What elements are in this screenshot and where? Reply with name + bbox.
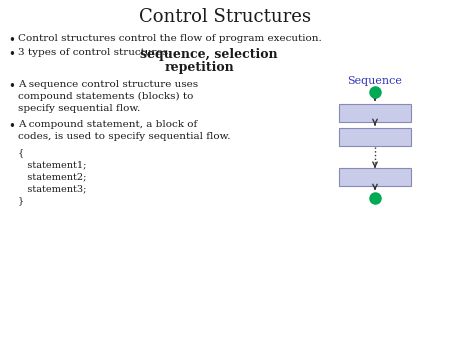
Text: specify sequential flow.: specify sequential flow. — [18, 104, 140, 113]
Text: compound statements (blocks) to: compound statements (blocks) to — [18, 92, 194, 101]
Text: Control Structures: Control Structures — [139, 8, 311, 26]
Text: •: • — [8, 80, 15, 93]
Text: repetition: repetition — [165, 61, 235, 74]
Bar — [339, 104, 411, 122]
Text: A sequence control structure uses: A sequence control structure uses — [18, 80, 198, 89]
Text: Control structures control the flow of program execution.: Control structures control the flow of p… — [18, 34, 322, 43]
Bar — [339, 128, 411, 146]
Text: •: • — [8, 48, 15, 61]
Text: }: } — [18, 196, 24, 205]
Text: statement2;: statement2; — [18, 172, 86, 181]
Text: A compound statement, a block of: A compound statement, a block of — [18, 120, 197, 129]
Text: codes, is used to specify sequential flow.: codes, is used to specify sequential flo… — [18, 132, 230, 141]
Text: •: • — [8, 120, 15, 133]
Text: 3 types of control structures:: 3 types of control structures: — [18, 48, 175, 57]
Text: sequence, selection: sequence, selection — [140, 48, 278, 61]
Text: •: • — [8, 34, 15, 47]
Text: Sequence: Sequence — [347, 76, 402, 86]
Text: statement1;: statement1; — [18, 160, 86, 169]
Text: statement3;: statement3; — [18, 184, 86, 193]
Bar — [339, 168, 411, 186]
Text: {: { — [18, 148, 24, 157]
